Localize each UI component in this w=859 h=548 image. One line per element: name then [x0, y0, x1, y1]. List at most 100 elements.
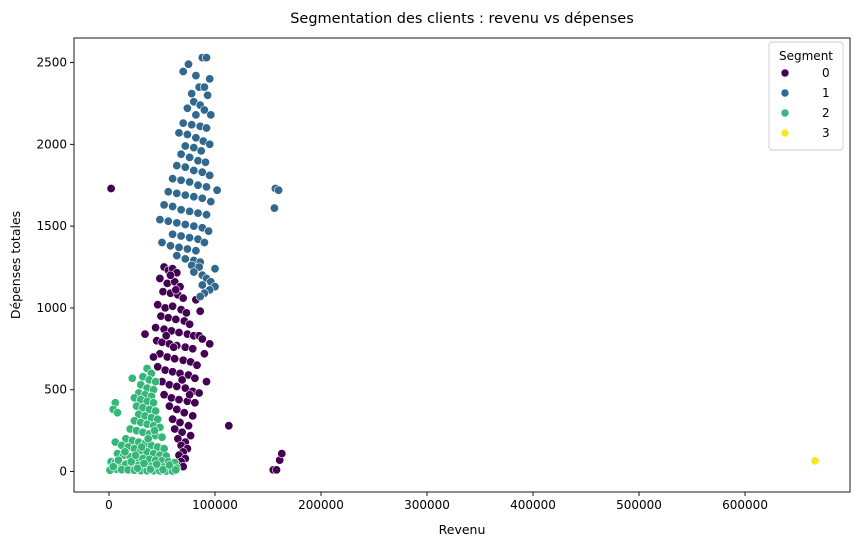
scatter-point-segment-1 — [189, 267, 199, 277]
scatter-point-segment-2 — [145, 464, 155, 474]
scatter-point-segment-0 — [158, 287, 168, 297]
scatter-point-segment-0 — [168, 414, 178, 424]
scatter-point-segment-0 — [197, 334, 207, 344]
scatter-point-segment-0 — [277, 449, 287, 459]
scatter-point-segment-1 — [182, 244, 192, 254]
scatter-point-segment-1 — [205, 170, 215, 180]
scatter-point-segment-2 — [153, 414, 163, 424]
scatter-point-segment-0 — [180, 342, 190, 352]
scatter-point-segment-1 — [189, 192, 199, 202]
scatter-point-segment-0 — [185, 319, 195, 329]
scatter-point-segment-1 — [191, 71, 201, 81]
axes-layer: 0 100000 200000 300000 400000 500000 600000 0 50… — [36, 56, 768, 512]
scatter-point-segment-1 — [187, 89, 197, 99]
scatter-point-segment-1 — [178, 118, 188, 128]
scatter-point-segment-0 — [163, 313, 173, 323]
scatter-point-segment-2 — [157, 432, 167, 442]
scatter-point-segment-2 — [151, 377, 161, 387]
scatter-point-segment-1 — [205, 139, 215, 149]
scatter-point-segment-1 — [195, 291, 205, 301]
scatter-point-segment-1 — [185, 233, 195, 243]
scatter-point-segment-0 — [171, 314, 181, 324]
scatter-point-segment-0 — [194, 388, 204, 398]
scatter-point-segment-1 — [176, 205, 186, 215]
legend-marker-segment-2 — [780, 108, 790, 118]
scatter-point-segment-0 — [224, 421, 234, 431]
scatter-point-segment-2 — [114, 455, 124, 465]
scatter-point-segment-1 — [205, 74, 215, 84]
legend-label-segment-1: 1 — [822, 86, 830, 100]
scatter-point-segment-1 — [193, 156, 203, 166]
scatter-point-segment-0 — [177, 427, 187, 437]
scatter-point-segment-1 — [202, 210, 212, 220]
scatter-point-segment-1 — [193, 208, 203, 218]
scatter-point-segment-0 — [178, 293, 188, 303]
scatter-point-segment-1 — [176, 175, 186, 185]
legend-label-segment-0: 0 — [822, 66, 830, 80]
legend-marker-segment-3 — [780, 128, 790, 138]
scatter-point-segment-0 — [192, 360, 202, 370]
scatter-point-segment-1 — [202, 182, 212, 192]
scatter-point-segment-1 — [274, 185, 284, 195]
scatter-point-segment-1 — [166, 241, 176, 251]
scatter-point-segment-1 — [199, 105, 209, 115]
scatter-point-segment-1 — [185, 152, 195, 162]
scatter-point-segment-0 — [170, 424, 180, 434]
scatter-point-segment-0 — [155, 273, 165, 283]
scatter-point-segment-1 — [185, 206, 195, 216]
scatter-point-segment-1 — [180, 220, 190, 230]
scatter-point-segment-1 — [212, 185, 222, 195]
scatter-point-segment-0 — [172, 404, 182, 414]
scatter-point-segment-0 — [199, 349, 209, 359]
scatter-point-segment-0 — [184, 421, 194, 431]
scatter-point-segment-0 — [180, 383, 190, 393]
x-tick-label: 500000 — [616, 498, 662, 512]
scatter-point-segment-1 — [203, 90, 213, 100]
scatter-point-segment-0 — [205, 339, 215, 349]
scatter-point-segment-2 — [158, 465, 168, 475]
scatter-point-segment-2 — [143, 434, 153, 444]
scatter-point-segment-1 — [180, 162, 190, 172]
scatter-point-segment-0 — [271, 465, 281, 475]
scatter-point-segment-1 — [174, 242, 184, 252]
scatter-point-segment-1 — [184, 59, 194, 69]
scatter-point-segment-1 — [196, 146, 206, 156]
legend-title: Segment — [779, 49, 833, 63]
scatter-point-segment-1 — [189, 143, 199, 153]
scatter-point-segment-1 — [206, 110, 216, 120]
scatter-point-segment-0 — [188, 344, 198, 354]
scatter-point-segment-0 — [161, 331, 171, 341]
scatter-point-segment-2 — [139, 458, 149, 468]
scatter-point-segment-0 — [179, 408, 189, 418]
scatter-point-segment-0 — [174, 395, 184, 405]
y-tick-label: 1500 — [36, 219, 67, 233]
scatter-point-segment-1 — [187, 120, 197, 130]
scatter-point-segment-1 — [201, 157, 211, 167]
scatter-point-segment-1 — [172, 251, 182, 261]
scatter-point-segment-1 — [206, 197, 216, 207]
scatter-point-segment-2 — [151, 406, 161, 416]
x-tick-label: 400000 — [510, 498, 556, 512]
scatter-point-segment-1 — [163, 187, 173, 197]
scatter-point-segment-0 — [106, 184, 116, 194]
scatter-point-segment-0 — [162, 278, 172, 288]
scatter-point-segment-0 — [171, 285, 181, 295]
scatter-point-segment-1 — [202, 123, 212, 133]
scatter-point-segment-0 — [153, 300, 163, 310]
scatter-point-segment-0 — [160, 365, 170, 375]
scatter-point-segment-1 — [172, 218, 182, 228]
scatter-point-segment-0 — [172, 381, 182, 391]
scatter-point-segment-1 — [180, 190, 190, 200]
scatter-point-segment-1 — [204, 226, 214, 236]
y-tick-label: 0 — [59, 465, 67, 479]
scatter-point-segment-1 — [168, 174, 178, 184]
scatter-point-segment-0 — [190, 373, 200, 383]
scatter-point-segment-1 — [199, 238, 209, 248]
scatter-point-segment-2 — [126, 457, 136, 467]
scatter-point-segment-1 — [174, 128, 184, 138]
scatter-point-segment-1 — [182, 103, 192, 113]
y-tick-label: 2500 — [36, 56, 67, 70]
scatter-point-segment-0 — [168, 301, 178, 311]
scatter-point-segment-0 — [153, 362, 163, 372]
